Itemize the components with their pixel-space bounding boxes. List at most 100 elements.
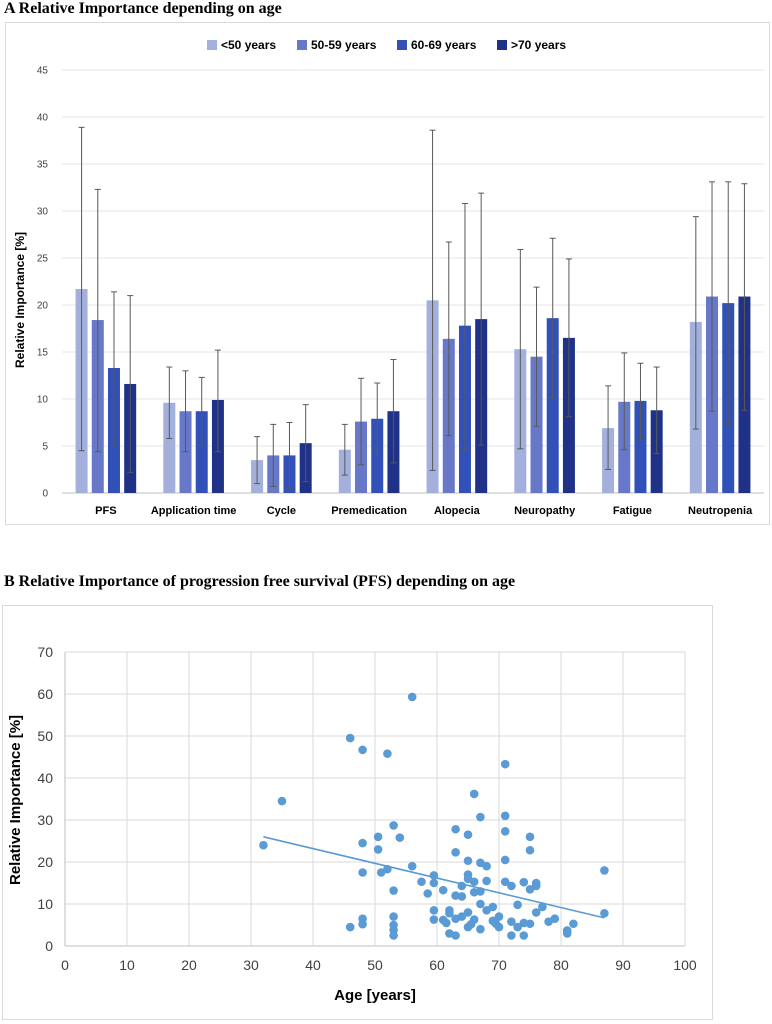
data-point-42 <box>457 912 467 921</box>
data-point-28 <box>429 915 439 924</box>
data-point-79 <box>519 931 529 940</box>
category-label-4: Alopecia <box>434 505 481 517</box>
data-point-0 <box>259 840 268 850</box>
chart-b-points <box>259 692 609 940</box>
chart-a-gridlines <box>62 69 764 494</box>
y-tick-label-25: 25 <box>37 254 49 265</box>
data-point-85 <box>531 881 541 891</box>
data-point-71 <box>500 877 510 887</box>
x-tick-label-30: 30 <box>243 957 259 973</box>
trendline <box>263 836 605 919</box>
data-point-92 <box>569 919 578 929</box>
y-tick-label-70: 70 <box>37 644 53 660</box>
x-tick-label-10: 10 <box>119 957 135 973</box>
data-point-93 <box>600 866 609 875</box>
data-point-83 <box>525 919 535 929</box>
y-tick-label-45: 45 <box>37 66 49 77</box>
data-point-50 <box>469 789 479 799</box>
data-point-94 <box>600 908 609 918</box>
y-tick-label-30: 30 <box>37 812 53 828</box>
data-point-91 <box>562 929 572 938</box>
category-label-6: Fatigue <box>613 505 652 517</box>
data-point-16 <box>389 912 398 921</box>
data-point-70 <box>500 855 510 865</box>
x-tick-label-0: 0 <box>61 957 69 973</box>
chart-a-legend: <50 years 50-59 years 60-69 years >70 years <box>207 38 566 52</box>
category-label-3: Premedication <box>331 505 407 517</box>
data-point-29 <box>438 885 448 895</box>
y-tick-label-30: 30 <box>37 207 49 218</box>
data-point-57 <box>476 899 485 909</box>
y-tick-label-10: 10 <box>37 395 49 406</box>
data-point-43 <box>463 830 473 839</box>
legend-swatch-2 <box>397 40 407 50</box>
category-label-0: PFS <box>95 505 116 517</box>
data-point-35 <box>451 824 460 834</box>
data-point-12 <box>383 749 392 758</box>
x-tick-label-90: 90 <box>615 957 631 973</box>
legend-swatch-3 <box>497 40 507 50</box>
data-point-22 <box>407 861 417 871</box>
chart-b-border <box>2 605 713 1020</box>
x-tick-label-60: 60 <box>429 957 445 973</box>
data-point-66 <box>494 922 504 932</box>
y-tick-label-15: 15 <box>37 348 49 359</box>
chart-b-gridlines <box>64 651 686 947</box>
legend-swatch-0 <box>207 40 217 50</box>
y-tick-label-50: 50 <box>37 728 53 744</box>
y-tick-label-0: 0 <box>45 938 53 954</box>
data-point-3 <box>345 922 355 932</box>
y-tick-label-35: 35 <box>37 160 49 171</box>
chart-b-x-axis-label: Age [years] <box>334 987 416 1004</box>
x-tick-label-100: 100 <box>673 957 697 973</box>
y-tick-label-60: 60 <box>37 686 53 702</box>
y-tick-label-40: 40 <box>37 113 49 124</box>
y-tick-label-20: 20 <box>37 854 53 870</box>
data-point-1 <box>277 796 287 806</box>
data-point-47 <box>463 908 473 917</box>
bar-chart-panel-a: 0 5 10 15 20 25 30 35 40 45 PFS Application time Cy… <box>5 22 770 525</box>
data-point-14 <box>389 821 398 830</box>
chart-a-y-ticks: 0 5 10 15 20 25 30 35 40 45 <box>37 66 49 500</box>
bar-5-2 <box>546 318 559 493</box>
y-tick-label-10: 10 <box>37 896 53 912</box>
data-point-72 <box>507 881 516 891</box>
data-point-87 <box>538 902 547 912</box>
y-tick-label-5: 5 <box>42 442 48 453</box>
data-point-54 <box>476 812 485 822</box>
chart-a-category-labels: PFS Application time Cycle Premedication Alo… <box>95 505 753 517</box>
data-point-41 <box>457 892 467 901</box>
category-label-5: Neuropathy <box>514 505 576 517</box>
data-point-39 <box>451 931 460 940</box>
data-point-53 <box>469 915 479 924</box>
legend-label-3: >70 years <box>511 38 566 52</box>
data-point-76 <box>513 922 522 932</box>
data-point-89 <box>550 914 560 923</box>
data-point-10 <box>373 845 383 854</box>
data-point-69 <box>500 827 510 836</box>
legend-swatch-1 <box>297 40 307 50</box>
data-point-23 <box>417 877 426 887</box>
data-point-6 <box>358 868 367 877</box>
data-point-20 <box>395 833 405 842</box>
data-point-60 <box>482 876 491 886</box>
data-point-68 <box>500 811 510 821</box>
legend-label-2: 60-69 years <box>411 38 477 52</box>
panel-b-heading: B Relative Importance of progression fre… <box>4 573 516 590</box>
x-tick-label-70: 70 <box>491 957 507 973</box>
data-point-36 <box>451 848 460 857</box>
chart-b-axis-ticks: 0 10 20 30 40 50 60 70 0 10 20 30 40 50 60 70 80 90 100 <box>37 644 696 973</box>
y-tick-label-0: 0 <box>42 489 48 500</box>
category-label-1: Application time <box>151 505 237 517</box>
x-tick-label-80: 80 <box>553 957 569 973</box>
data-point-19 <box>389 931 398 940</box>
x-tick-label-20: 20 <box>181 957 197 973</box>
data-point-67 <box>500 759 510 769</box>
data-point-74 <box>507 931 516 940</box>
legend-label-1: 50-59 years <box>311 38 377 52</box>
data-point-27 <box>429 906 439 915</box>
data-point-15 <box>389 886 398 895</box>
bar-1-0 <box>163 402 176 493</box>
chart-b-y-axis-label: Relative Importance [%] <box>7 715 24 885</box>
